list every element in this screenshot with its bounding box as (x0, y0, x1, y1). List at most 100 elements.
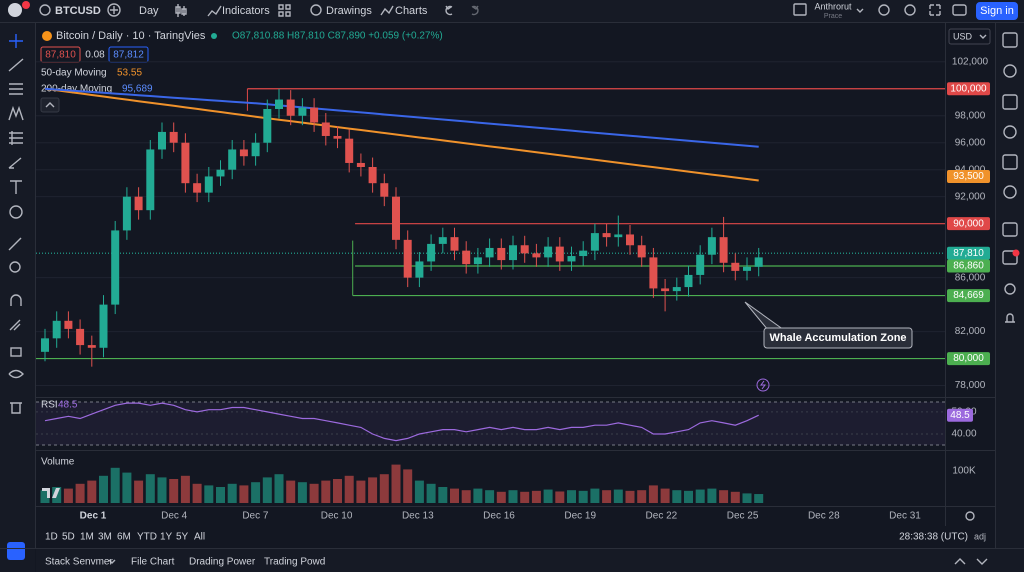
indicators-icon (207, 5, 222, 17)
bid[interactable]: 87,810 (45, 50, 76, 61)
volume-bar (63, 488, 73, 503)
redo[interactable] (471, 5, 479, 16)
pattern-tool[interactable] (8, 105, 24, 121)
watchlist-button[interactable] (1002, 32, 1018, 48)
period-button[interactable]: 1D (45, 532, 58, 543)
badge (22, 1, 30, 9)
axis-settings[interactable] (965, 511, 975, 521)
delete-tool[interactable] (10, 402, 22, 414)
currency[interactable]: USD (953, 31, 973, 41)
charts-button[interactable]: Charts (395, 5, 428, 17)
x-tick-label: Dec 28 (808, 511, 840, 522)
projection-tool[interactable] (9, 131, 23, 145)
collapse-button[interactable] (40, 97, 60, 113)
candle-body (567, 256, 576, 262)
search-icon[interactable] (39, 4, 51, 16)
volume-bar (180, 475, 190, 503)
logo[interactable] (8, 3, 22, 17)
period-button[interactable]: 3M (98, 532, 112, 543)
ideas-button[interactable] (1003, 185, 1017, 199)
alerts-button[interactable] (1003, 64, 1017, 78)
undo[interactable] (445, 5, 453, 16)
text-tool[interactable] (10, 180, 22, 194)
interval[interactable]: Day (139, 5, 159, 17)
chart-type[interactable] (175, 4, 187, 17)
line-tool[interactable] (8, 58, 24, 72)
layouts-icon[interactable] (278, 4, 291, 17)
candle-body (310, 107, 319, 123)
fullscreen-button[interactable] (929, 4, 941, 16)
volume-bar (368, 477, 378, 503)
y-tick-label: 78,000 (955, 380, 986, 391)
user-name[interactable]: Anthrorut (814, 1, 852, 11)
fib-tool[interactable] (9, 83, 23, 95)
footer-tab[interactable]: Stack Senvmer (45, 557, 113, 568)
period-button[interactable]: 5Y (176, 532, 189, 543)
footer-toggles[interactable] (954, 558, 988, 565)
candle-body (158, 131, 166, 150)
period-button[interactable]: 1M (80, 532, 94, 543)
price-tag (947, 259, 990, 273)
legend-title: Bitcoin / Daily · 10 · TaringVies (56, 30, 206, 42)
indicators-button[interactable]: Indicators (222, 5, 270, 17)
price-tag-label: 87,810 (953, 248, 984, 259)
notifications-button[interactable] (1002, 250, 1018, 265)
bottom-left-button[interactable] (7, 542, 25, 560)
ask[interactable]: 87,812 (113, 50, 144, 61)
crosshair-tool[interactable] (9, 34, 23, 48)
sign-in-label[interactable]: Sign in (980, 5, 1014, 17)
period-button[interactable]: 5D (62, 532, 75, 543)
zoom-tool[interactable] (9, 261, 21, 273)
period-button[interactable]: YTD (137, 532, 157, 543)
volume-bar (590, 488, 600, 503)
footer-tab[interactable]: Drading Power (189, 557, 256, 568)
candle-body (497, 247, 506, 261)
candle-body (614, 234, 623, 238)
visibility-tool[interactable] (8, 369, 24, 379)
volume-bar (414, 480, 424, 503)
legend-ohlc: O87,810.88 H87,810 C87,890 +0.059 (+0.27… (232, 31, 443, 42)
search-button[interactable] (878, 4, 890, 16)
add-symbol-plus (110, 6, 118, 14)
drawings-button[interactable]: Drawings (326, 5, 372, 17)
currency-box[interactable] (948, 28, 991, 45)
brush-tool[interactable] (8, 157, 22, 169)
streams-button[interactable] (1004, 283, 1016, 295)
volume-bar (508, 490, 518, 503)
ruler-tool[interactable] (8, 237, 22, 251)
volume-bar (145, 474, 155, 503)
settings-button[interactable] (904, 4, 916, 16)
period-button[interactable]: All (194, 532, 205, 543)
adj-toggle[interactable]: adj (974, 531, 986, 541)
volume-bar (333, 479, 342, 503)
price-tag (947, 82, 990, 96)
symbol[interactable]: BTCUSD (55, 5, 101, 17)
draw-mode[interactable] (9, 319, 21, 331)
volume-bar (613, 489, 623, 503)
data-window-button[interactable] (1002, 94, 1018, 110)
footer-dropdown[interactable] (108, 559, 116, 564)
footer-tab[interactable]: File Chart (131, 557, 175, 568)
lock-tool[interactable] (10, 347, 22, 357)
user-dropdown[interactable] (856, 8, 864, 13)
hotlists-button[interactable] (1003, 125, 1017, 139)
checkbox[interactable] (793, 3, 807, 16)
volume-bar (286, 480, 296, 503)
period-button[interactable]: 6M (117, 532, 131, 543)
moving-average (44, 87, 759, 182)
help-button[interactable] (1005, 313, 1015, 323)
y-tick-label: 82,000 (955, 326, 986, 337)
add-symbol[interactable] (107, 3, 121, 17)
event-icon[interactable] (756, 378, 770, 392)
magnet-tool[interactable] (10, 294, 22, 306)
emoji-tool[interactable] (9, 205, 23, 219)
calendar-button[interactable] (1002, 154, 1018, 170)
period-button[interactable]: 1Y (160, 532, 173, 543)
footer-tab[interactable]: Trading Powd (264, 557, 325, 568)
snapshot-button[interactable] (952, 4, 967, 16)
sign-in-button[interactable] (976, 2, 1018, 20)
candle-body (380, 183, 389, 197)
volume-tick-label: 100K (952, 466, 976, 477)
chats-button[interactable] (1002, 222, 1018, 237)
